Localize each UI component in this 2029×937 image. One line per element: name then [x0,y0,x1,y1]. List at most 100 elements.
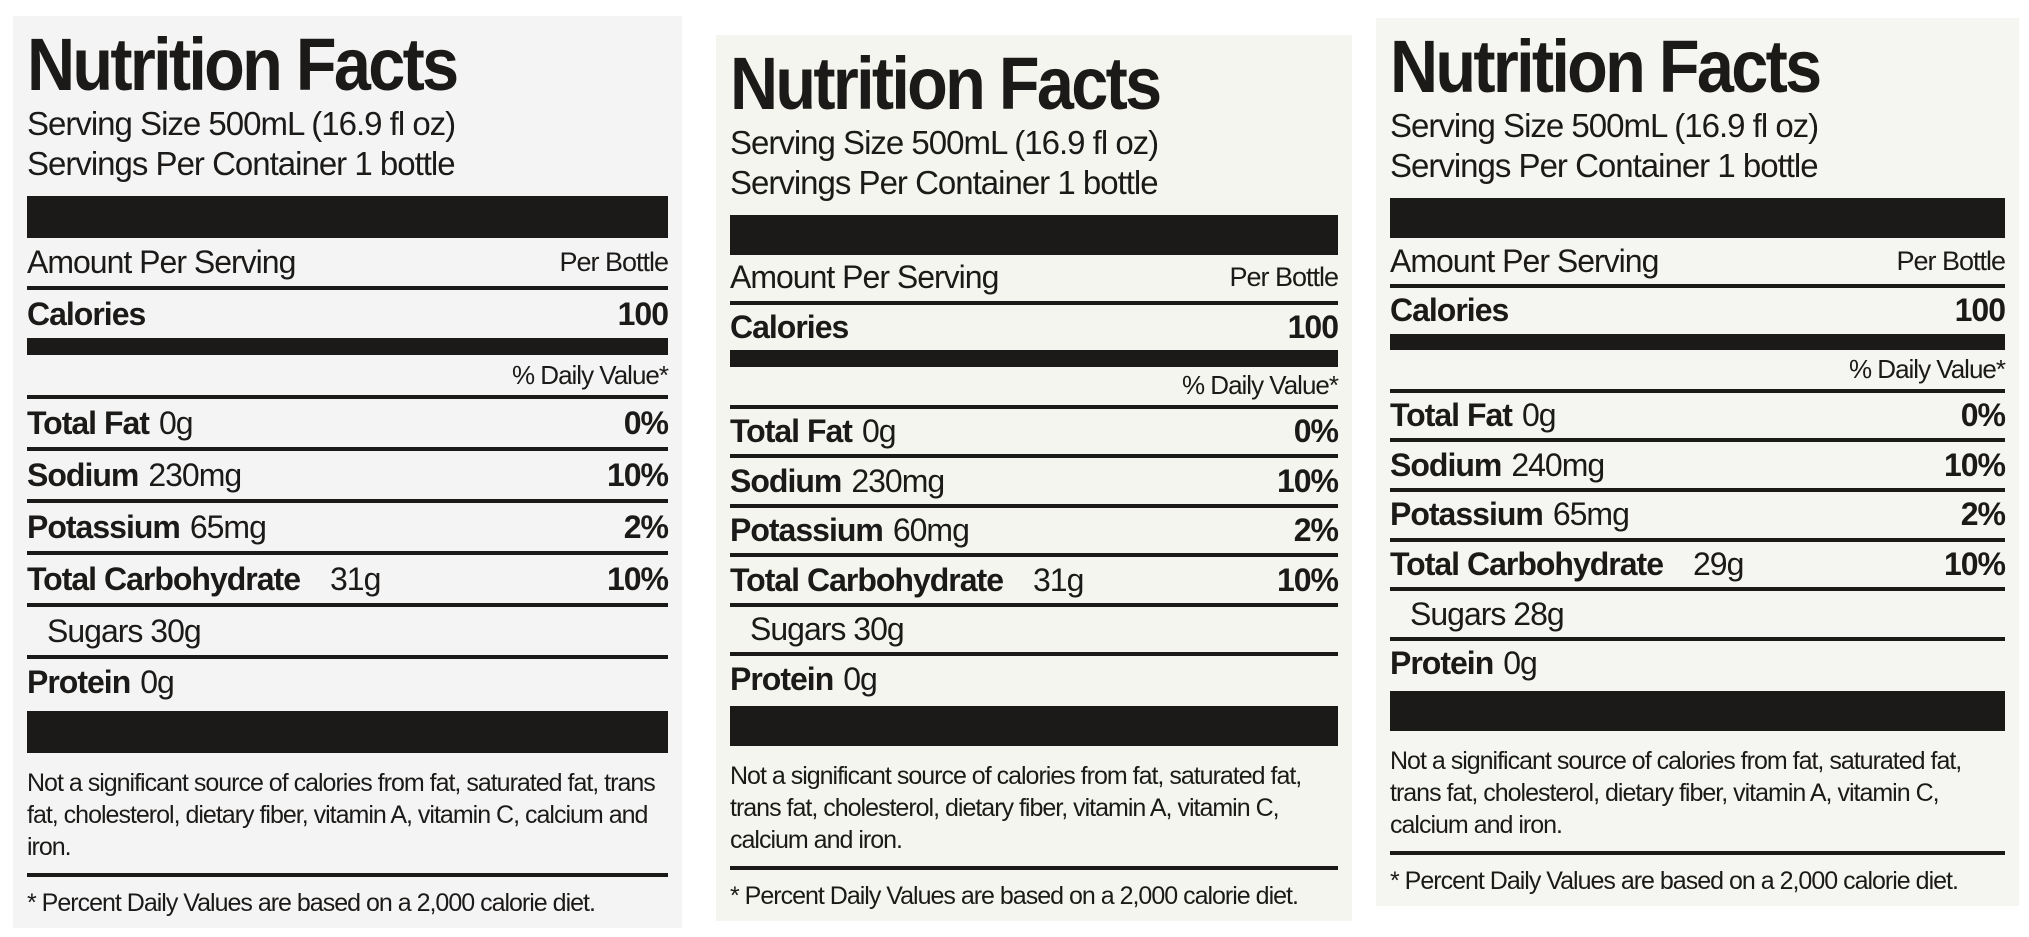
nutrient-name: Total Carbohydrate [1390,546,1664,583]
daily-value: 10% [606,560,669,597]
calories-value: 100 [617,295,669,332]
protein: Protein 0g [1390,645,1538,682]
nutrient: Total Carbohydrate 29g [1390,546,1744,583]
footnote: Not a significant source of calories fro… [27,767,668,878]
footnote: Not a significant source of calories fro… [730,760,1338,871]
daily-value: 2% [1293,512,1339,549]
dv-header: % Daily Value* [511,359,669,390]
nutrient: Total Fat 0g [730,413,897,450]
nutrient-name: Total Fat [27,404,150,441]
nutrient-row: Total Carbohydrate 29g 10% [1390,542,2006,592]
amount-per-serving: Amount Per Serving [730,259,999,296]
sugars-row: Sugars 30g [27,607,668,659]
nutrient-row: Potassium 65mg 2% [1390,492,2006,542]
nutrient-amount: 31g [1033,561,1084,598]
nutrient-name: Total Fat [730,413,853,450]
protein-row: Protein 0g [730,656,1338,702]
nutrient-name: Total Carbohydrate [27,560,301,597]
percent-note: * Percent Daily Values are based on a 2,… [730,882,1299,911]
protein-amount: 0g [843,660,878,697]
thick-bar [730,215,1338,256]
amount-row: Amount Per Serving Per Bottle [1390,238,2006,288]
protein-label: Protein [1390,645,1494,682]
nutrient-row: Sodium 240mg 10% [1390,442,2006,492]
protein: Protein 0g [27,664,175,701]
protein-label: Protein [730,660,834,697]
nutrient-amount: 240mg [1511,446,1605,483]
title: Nutrition Facts [1390,25,1822,108]
thick-bar [1390,198,2005,239]
nutrient: Total Fat 0g [27,404,194,442]
daily-value: 10% [606,456,669,493]
dv-header-row: % Daily Value* [27,355,669,400]
nutrient: Total Carbohydrate 31g [730,561,1084,599]
nutrient-amount: 65mg [1552,496,1630,533]
protein-row: Protein 0g [1390,641,2005,687]
nutrient: Sodium 230mg [27,456,242,494]
daily-value: 10% [1276,462,1339,499]
dv-header: % Daily Value* [1848,353,2006,384]
nutrient-amount: 0g [861,413,897,450]
nutrient-amount: 60mg [892,512,970,549]
dv-header-row: % Daily Value* [730,367,1339,409]
percent-note: * Percent Daily Values are based on a 2,… [27,889,596,918]
nutrient-amount: 0g [1521,396,1557,433]
protein: Protein 0g [730,660,878,698]
calories-row: Calories 100 [27,290,669,338]
sugars-row: Sugars 28g [1390,591,2005,642]
nutrient-name: Sodium [1390,446,1502,483]
nutrient: Potassium 65mg [1390,496,1630,533]
daily-value: 10% [1943,446,2006,483]
serving-size: Serving Size 500mL (16.9 fl oz) [27,105,456,142]
medium-bar [730,350,1338,367]
servings-per-container: Servings Per Container 1 bottle [1390,147,1819,184]
nutrient-amount: 230mg [148,456,242,493]
nutrient-name: Potassium [730,512,884,549]
nutrient: Potassium 65mg [27,508,267,546]
daily-value: 2% [1960,496,2006,533]
nutrient: Potassium 60mg [730,512,970,549]
percent-note: * Percent Daily Values are based on a 2,… [1390,867,1959,896]
nutrition-label: Nutrition Facts Serving Size 500mL (16.9 … [13,16,682,928]
daily-value: 10% [1276,561,1339,598]
per-bottle: Per Bottle [1896,245,2006,276]
servings-per-container: Servings Per Container 1 bottle [730,164,1159,201]
serving-size: Serving Size 500mL (16.9 fl oz) [1390,107,1819,144]
protein-label: Protein [27,664,131,701]
protein-amount: 0g [1503,645,1538,682]
dv-header: % Daily Value* [1181,370,1339,401]
nutrient-row: Total Fat 0g 0% [27,399,669,452]
nutrient-amount: 31g [330,560,381,597]
per-bottle: Per Bottle [559,246,669,277]
servings-per-container: Servings Per Container 1 bottle [27,145,456,182]
nutrient: Sodium 240mg [1390,446,1605,484]
sugars: Sugars 30g [47,612,202,649]
footnote: Not a significant source of calories fro… [1390,745,2005,856]
nutrient-name: Sodium [730,462,842,499]
medium-bar [27,337,668,356]
calories-value: 100 [1954,292,2006,329]
medium-bar [1390,333,2005,351]
calories-label: Calories [1390,292,1509,329]
nutrient-row: Potassium 60mg 2% [730,508,1339,558]
title: Nutrition Facts [27,23,459,106]
nutrient-row: Total Carbohydrate 31g 10% [730,557,1339,607]
calories-row: Calories 100 [1390,288,2006,334]
nutrition-label: Nutrition Facts Serving Size 500mL (16.9 … [716,35,1352,921]
nutrient-row: Total Carbohydrate 31g 10% [27,555,669,608]
nutrient-name: Total Fat [1390,396,1513,433]
nutrient-name: Sodium [27,456,139,493]
nutrient-amount: 65mg [189,508,267,545]
amount-row: Amount Per Serving Per Bottle [730,255,1339,305]
amount-per-serving: Amount Per Serving [1390,242,1659,279]
calories-label: Calories [27,295,146,332]
thick-bar [1390,690,2005,732]
thick-bar [27,196,668,239]
nutrient-row: Total Fat 0g 0% [730,409,1339,459]
nutrient-name: Potassium [27,508,181,545]
thick-bar [27,710,668,754]
nutrient-row: Total Fat 0g 0% [1390,393,2006,443]
amount-per-serving: Amount Per Serving [27,243,296,280]
nutrient-row: Sodium 230mg 10% [730,458,1339,508]
calories-row: Calories 100 [730,305,1339,351]
